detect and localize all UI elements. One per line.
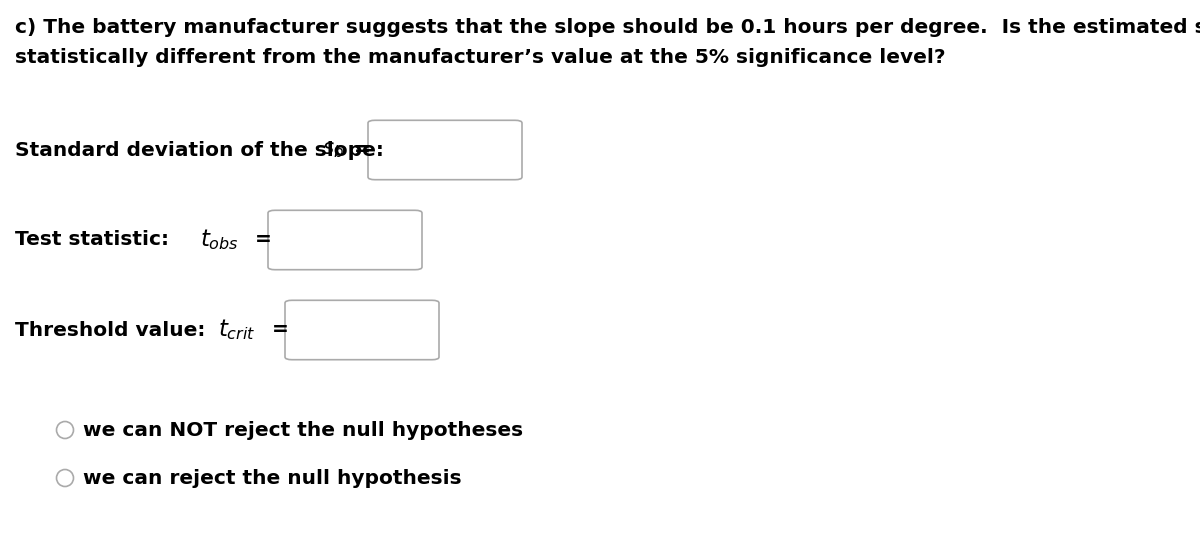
FancyBboxPatch shape [268,210,422,270]
Text: statistically different from the manufacturer’s value at the 5% significance lev: statistically different from the manufac… [14,48,946,67]
Text: =: = [256,230,272,250]
Circle shape [56,421,73,438]
Text: $s_b$: $s_b$ [322,140,344,160]
Text: Standard deviation of the slope:: Standard deviation of the slope: [14,140,398,160]
Text: Threshold value:: Threshold value: [14,321,212,339]
Text: we can reject the null hypothesis: we can reject the null hypothesis [83,469,462,487]
FancyBboxPatch shape [368,120,522,180]
Text: =: = [272,321,289,339]
Text: $t_{obs}$: $t_{obs}$ [200,228,239,252]
Text: Test statistic:: Test statistic: [14,230,176,250]
Circle shape [56,470,73,487]
Text: c) The battery manufacturer suggests that the slope should be 0.1 hours per degr: c) The battery manufacturer suggests tha… [14,18,1200,37]
Text: =: = [354,140,371,160]
Text: we can NOT reject the null hypotheses: we can NOT reject the null hypotheses [83,421,523,439]
Text: $t_{crit}$: $t_{crit}$ [218,317,256,343]
FancyBboxPatch shape [286,300,439,360]
